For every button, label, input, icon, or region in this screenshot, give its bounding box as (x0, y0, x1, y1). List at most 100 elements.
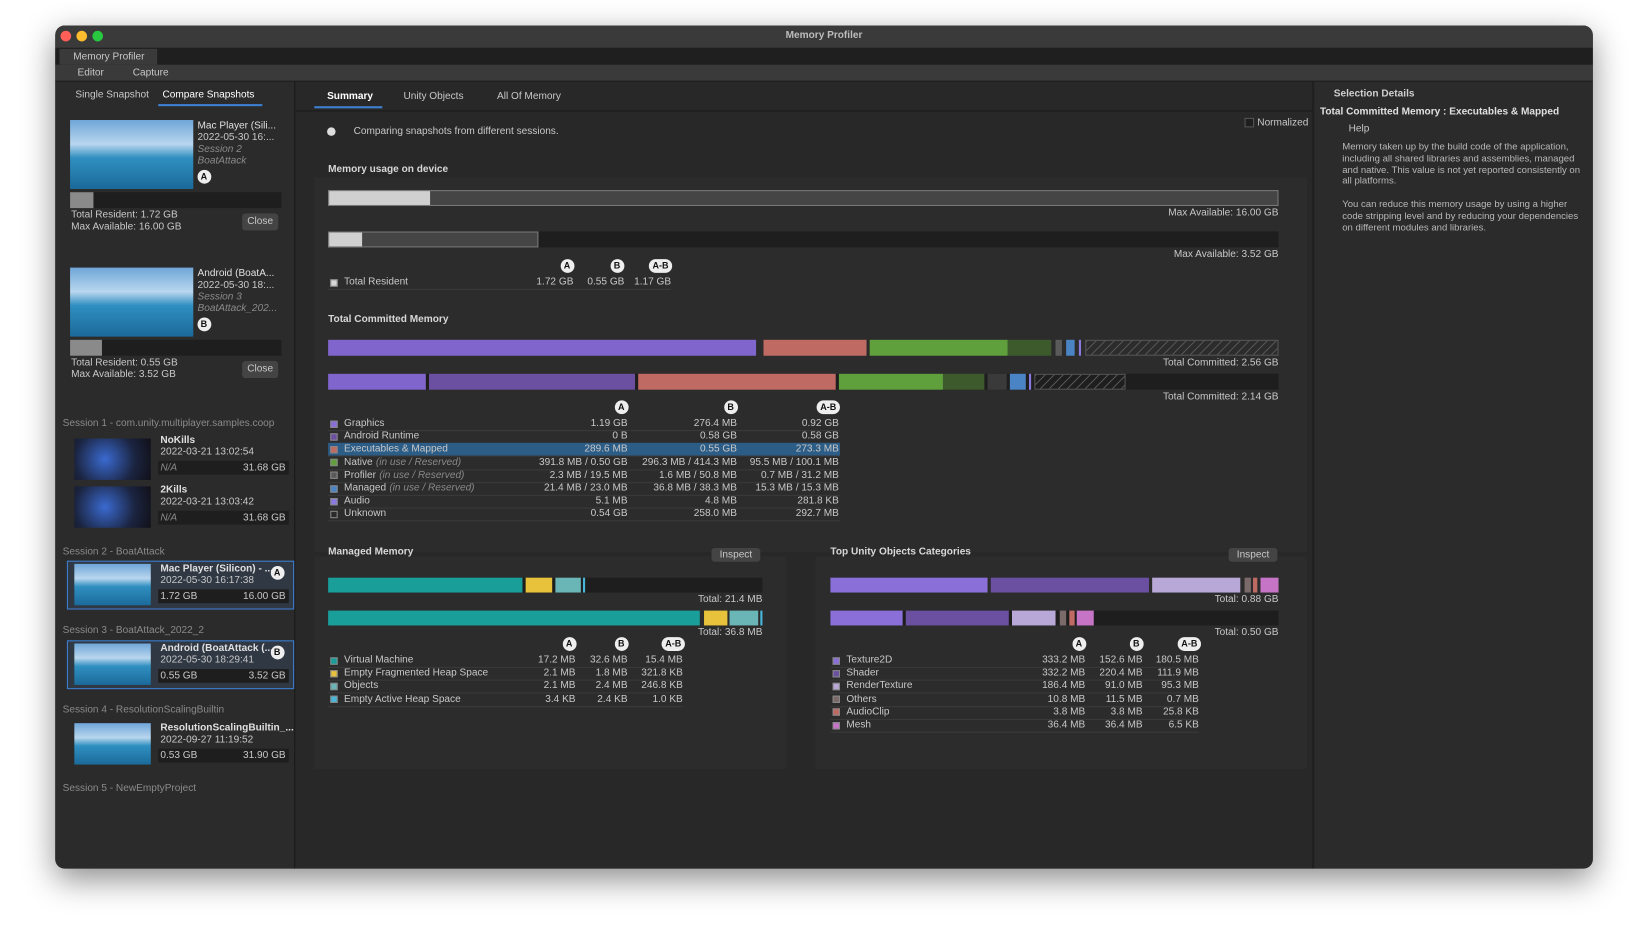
close-button-label[interactable]: Close (247, 363, 274, 375)
badge-label: A-B (665, 638, 682, 649)
bar-segment (328, 577, 523, 593)
row-separator (830, 666, 1199, 668)
row-text: Empty Fragmented Heap Space (344, 667, 489, 679)
session-header[interactable]: Session 2 - BoatAttack (62, 545, 165, 558)
window-tab[interactable] (59, 48, 158, 65)
used-memory: 1.72 GB (160, 589, 198, 602)
max-available: Max Available: 16.00 GB (71, 220, 182, 233)
row-text: (in use / Reserved) (375, 456, 462, 468)
row-label: Graphics (344, 417, 384, 430)
bar-segment (328, 190, 431, 207)
window-tab-label[interactable]: Memory Profiler (73, 50, 145, 63)
cell-value: 95.3 MB (1161, 680, 1199, 692)
session-header[interactable]: Session 5 - NewEmptyProject (62, 782, 197, 795)
tab-underline (314, 106, 383, 109)
snapshot-session: Session 2 (197, 143, 242, 156)
minimize-button[interactable] (76, 30, 88, 42)
row-text: Executables & Mapped (344, 443, 448, 455)
tab-strip (55, 47, 1593, 65)
bar-segment (328, 231, 363, 248)
section-title: Memory usage on device (328, 163, 449, 176)
snapshot-name: NoKills (160, 434, 196, 446)
tab[interactable]: Unity Objects (403, 90, 464, 102)
legend-swatch (330, 682, 338, 691)
bar-segment (1007, 339, 1052, 356)
info-icon (327, 127, 336, 136)
cell-value: 2.4 KB (597, 692, 628, 705)
cell-value: 0.7 MB / 31.2 MB (760, 469, 839, 481)
snapshot-project: BoatAttack_202... (197, 302, 278, 315)
badge-label: B (613, 260, 621, 271)
snapshot-date: 2022-03-21 13:03:42 (160, 495, 255, 508)
total-memory: 31.68 GB (243, 511, 286, 523)
cell-value: 15.4 MB (645, 654, 683, 666)
normalized-label[interactable]: Normalized (1257, 116, 1309, 129)
badge-label: B (727, 401, 734, 413)
bar-segment (838, 373, 943, 390)
cell-value: 36.4 MB (1047, 718, 1086, 731)
cell-value: 3.4 KB (545, 692, 576, 705)
badge (196, 316, 211, 331)
cell-value: 11.5 MB (1105, 692, 1143, 705)
cell-value: 296.3 MB / 414.3 MB (642, 456, 737, 468)
cell-value: 180.5 MB (1155, 654, 1199, 666)
help-foldout[interactable]: Help (1348, 123, 1370, 135)
bar-segment (328, 373, 426, 390)
row-label: Managed (in use / Reserved) (344, 482, 474, 495)
row-text: Audio (344, 495, 370, 507)
usage-bar (158, 510, 289, 525)
tab[interactable]: All Of Memory (496, 90, 561, 102)
bar-segment (1011, 610, 1056, 626)
zoom-button[interactable] (92, 30, 104, 42)
cell-value: 186.4 MB (1042, 680, 1086, 692)
usage-bar (158, 748, 289, 763)
cell-value: 246.8 KB (641, 680, 683, 692)
badge (562, 636, 577, 651)
thumbnail (74, 563, 151, 606)
bar-segment (830, 610, 903, 626)
tab-separator (296, 110, 1314, 112)
bar-segment (760, 610, 763, 626)
cell-value: 3.8 MB (1053, 705, 1086, 718)
close-button-label[interactable]: Close (247, 215, 274, 228)
legend-swatch (330, 510, 338, 519)
row-label: Mesh (846, 719, 871, 732)
session-header[interactable]: Session 3 - BoatAttack_2022_2 (62, 624, 204, 637)
legend-swatch (330, 695, 338, 704)
total-memory: 3.52 GB (248, 669, 286, 682)
tab[interactable]: Compare Snapshots (162, 89, 255, 101)
inspect-button-label[interactable]: Inspect (1236, 548, 1270, 561)
row-separator (830, 718, 1199, 720)
thumbnail (74, 486, 151, 528)
session-header[interactable]: Session 4 - ResolutionScalingBuiltin (62, 704, 225, 716)
legend-swatch (330, 497, 338, 506)
cell-value: 0.92 GB (801, 417, 839, 430)
bar-segment (1066, 339, 1075, 356)
legend-swatch (832, 721, 840, 729)
resident-fill (70, 192, 94, 209)
bar-segment (1244, 577, 1251, 593)
legend-swatch (330, 484, 338, 493)
total-label: Total: 0.88 GB (1214, 593, 1279, 606)
tab[interactable]: Single Snapshot (75, 89, 149, 101)
inspect-button-label[interactable]: Inspect (719, 548, 753, 561)
capture-dropdown[interactable]: Capture (132, 66, 169, 79)
bar-segment (1076, 610, 1094, 626)
used-memory: N/A (160, 511, 178, 523)
cell-value: 36.4 MB (1105, 718, 1143, 731)
legend-swatch (330, 445, 338, 454)
row-text: Empty Active Heap Space (344, 692, 461, 705)
legend-swatch (832, 695, 840, 704)
editor-dropdown[interactable]: Editor (77, 66, 104, 79)
close-button[interactable] (60, 30, 72, 42)
tab[interactable]: Summary (327, 90, 374, 102)
bar-segment (763, 339, 867, 356)
legend-swatch (832, 656, 840, 665)
row-text: (in use / Reserved) (389, 482, 475, 494)
session-header[interactable]: Session 1 - com.unity.multiplayer.sample… (62, 417, 275, 430)
cell-value: 273.3 MB (795, 443, 839, 455)
badge-label: B (617, 638, 625, 649)
row-text: Graphics (344, 417, 385, 430)
snapshot-name: Mac Player (Sili... (197, 119, 276, 132)
badge-label: A-B (652, 260, 669, 271)
